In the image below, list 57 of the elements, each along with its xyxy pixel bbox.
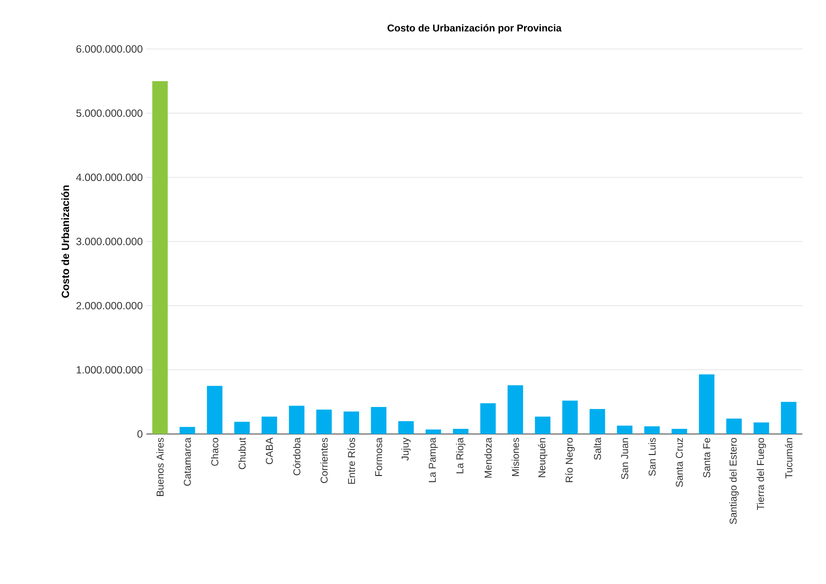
bar <box>288 406 304 434</box>
bar <box>262 416 278 434</box>
bar <box>398 421 414 434</box>
bar <box>426 429 442 434</box>
bar <box>590 408 606 434</box>
bar <box>698 374 714 434</box>
y-axis-title: Costo de Urbanización <box>61 185 70 298</box>
bar <box>508 385 524 434</box>
x-tick-label: Jujuy <box>401 438 411 461</box>
bar <box>316 410 332 434</box>
x-tick-label: Corrientes <box>320 438 328 483</box>
bar <box>644 426 660 434</box>
x-tick-label: Santa Fe <box>703 438 710 478</box>
x-tick-label: San Luis <box>648 438 656 476</box>
y-tick-label: 4.000.000.000 <box>76 174 142 182</box>
x-tick-label: Mendoza <box>484 438 492 478</box>
y-tick-label: 3.000.000.000 <box>76 238 142 246</box>
x-tick-label: Río Negro <box>565 438 575 482</box>
x-tick-label: Tierra del Fuego <box>756 438 766 510</box>
x-tick-label: Chubut <box>238 438 246 470</box>
bar <box>152 81 168 434</box>
bar <box>780 402 796 434</box>
x-tick-label: Córdoba <box>292 438 300 476</box>
bar <box>180 426 196 434</box>
y-tick-label: 2.000.000.000 <box>76 302 142 310</box>
x-tick-label: Tucumán <box>784 438 792 478</box>
y-tick-label: 5.000.000.000 <box>76 109 142 117</box>
bar <box>234 422 250 434</box>
y-tick-label: 1.000.000.000 <box>76 366 142 374</box>
bar <box>344 412 360 434</box>
x-tick-label: Misiones <box>512 438 519 476</box>
bar <box>754 422 770 434</box>
bar <box>672 428 688 434</box>
bar <box>480 403 496 434</box>
bar <box>370 407 386 434</box>
x-tick-label: Entre Ríos <box>348 438 356 484</box>
x-tick-label: CABA <box>266 438 273 464</box>
x-tick-label: Neuquén <box>538 438 548 478</box>
y-tick-label: 6.000.000.000 <box>76 45 142 53</box>
y-tick-label: 0 <box>137 430 142 438</box>
bar <box>452 428 468 434</box>
x-tick-label: Catamarca <box>184 438 191 486</box>
x-tick-label: La Rioja <box>456 438 466 474</box>
bar <box>562 400 578 434</box>
x-tick-label: Chaco <box>211 438 218 466</box>
bar <box>534 416 550 434</box>
chart-title: Costo de Urbanización por Provincia <box>388 24 562 34</box>
bar <box>616 426 632 434</box>
x-tick-label: Santiago del Estero <box>729 438 739 524</box>
x-tick-label: Salta <box>594 438 601 460</box>
x-tick-label: La Pampa <box>428 438 438 482</box>
x-tick-label: Santa Cruz <box>676 438 683 487</box>
bar <box>726 418 742 434</box>
x-tick-label: Formosa <box>375 438 382 476</box>
bar <box>206 386 222 434</box>
x-tick-label: Buenos Aires <box>156 438 164 496</box>
x-tick-label: San Juan <box>621 438 628 480</box>
